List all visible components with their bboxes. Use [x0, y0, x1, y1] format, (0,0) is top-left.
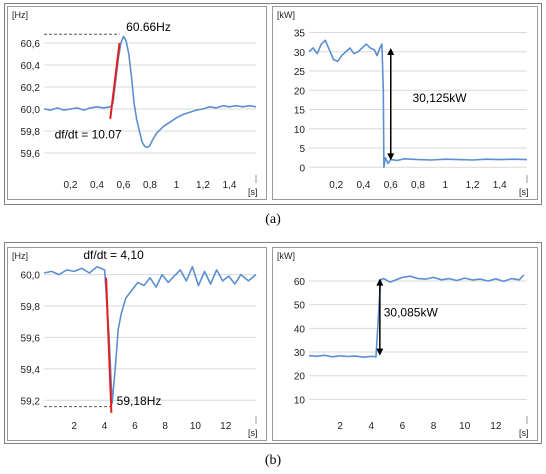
chart-panel-b-freq: 59,2 59,4 59,6 59,8 60,0 2 4 6 8 10 12 [Hz] [s] df/dt… — [7, 247, 267, 441]
y-tick-label: 35 — [294, 29, 306, 40]
y-tick-label: 20 — [294, 86, 306, 97]
x-tick-label: 0,2 — [64, 180, 78, 191]
y-tick-label: 15 — [294, 106, 306, 117]
y-tick-label: 5 — [299, 144, 305, 155]
y-tick-label: 59,8 — [21, 127, 41, 138]
y-tick-label: 59,6 — [21, 149, 41, 160]
y-tick-label: 59,2 — [21, 396, 41, 407]
caption-b: (b) — [264, 453, 282, 468]
y-tick-label: 60,0 — [21, 105, 41, 116]
x-tick-label: 0,4 — [90, 180, 104, 191]
x-tick-label: 0,2 — [329, 180, 343, 191]
y-tick-label: 60,2 — [21, 83, 41, 94]
y-tick-label: 60,0 — [21, 271, 41, 282]
annotation-label: 60.66Hz — [126, 20, 171, 34]
x-tick-label: 0,8 — [411, 180, 425, 191]
y-tick-label: 20 — [294, 372, 306, 383]
x-tick-label: 4 — [102, 421, 108, 432]
x-tick-label: 4 — [369, 421, 375, 432]
x-tick-label: 2 — [72, 421, 78, 432]
series-line — [43, 35, 257, 149]
chart-panel-b-power: 10 20 30 40 50 60 2 4 6 8 10 12 [kW] [s] 30,085kW — [272, 247, 538, 441]
y-tick-label: 10 — [294, 125, 306, 136]
y-tick-label: 59,6 — [21, 333, 41, 344]
x-tick-label: 6 — [400, 421, 406, 432]
delta-power-label: 30,125kW — [413, 91, 468, 105]
y-tick-label: 50 — [294, 301, 306, 312]
x-tick-label: 0,6 — [384, 180, 398, 191]
x-tick-label: 8 — [431, 421, 437, 432]
x-tick-label: 12 — [490, 421, 502, 432]
y-tick-label: 59,8 — [21, 302, 41, 313]
delta-power-label: 30,085kW — [384, 305, 439, 319]
x-tick-label: 1 — [442, 180, 448, 191]
y-tick-label: 60,4 — [21, 61, 41, 72]
x-tick-label: 1,2 — [466, 180, 480, 191]
x-tick-label: 6 — [132, 421, 138, 432]
y-axis-unit: [Hz] — [12, 10, 28, 20]
chart-b-freq: 59,2 59,4 59,6 59,8 60,0 2 4 6 8 10 12 [Hz] [s] df/dt… — [12, 248, 258, 438]
y-tick-label: 60,6 — [21, 39, 41, 50]
caption-a: (a) — [265, 212, 281, 227]
series-line — [43, 265, 257, 405]
arrow-head-top — [387, 47, 395, 55]
arrow-head-bottom — [376, 348, 384, 356]
tangent-line — [109, 42, 121, 120]
x-tick-label: 10 — [459, 421, 471, 432]
y-axis-unit: [Hz] — [12, 251, 28, 261]
x-tick-label: 0,8 — [143, 180, 157, 191]
x-tick-label: 10 — [190, 421, 202, 432]
chart-panel-a-power: 0 5 10 15 20 25 30 35 0,2 0,4 0,6 0,8 1 1,2 1,4 [kW] [s]… — [272, 6, 538, 200]
chart-a-freq: 59,6 59,8 60,0 60,2 60,4 60,6 0,2 0,4 0,6 0,8 1 1,2… — [12, 10, 258, 197]
x-axis-unit: [s] — [248, 187, 258, 197]
y-tick-label: 0 — [299, 163, 305, 174]
x-tick-label: 8 — [162, 421, 168, 432]
x-axis-unit: [s] — [248, 428, 258, 438]
y-tick-label: 30 — [294, 348, 306, 359]
tangent-line — [105, 277, 113, 413]
y-tick-label: 40 — [294, 324, 306, 335]
y-tick-label: 59,4 — [21, 365, 41, 376]
x-tick-label: 0,6 — [117, 180, 131, 191]
y-tick-label: 25 — [294, 67, 306, 78]
y-axis-unit: [kW] — [277, 251, 295, 261]
annotation-label: df/dt = 4,10 — [83, 248, 144, 262]
annotation-label: 59,18Hz — [117, 394, 162, 408]
x-tick-label: 1 — [174, 180, 180, 191]
y-tick-label: 60 — [294, 277, 306, 288]
series-line — [308, 39, 528, 169]
x-tick-label: 0,4 — [357, 180, 371, 191]
series-line — [308, 274, 525, 358]
x-tick-label: 1,4 — [223, 180, 237, 191]
y-tick-label: 30 — [294, 48, 306, 59]
chart-b-power: 10 20 30 40 50 60 2 4 6 8 10 12 [kW] [s] 30,085kW — [277, 251, 529, 438]
annotation-label: df/dt = 10.07 — [55, 128, 122, 142]
x-tick-label: 1,2 — [196, 180, 210, 191]
x-axis-unit: [s] — [519, 187, 529, 197]
x-axis-unit: [s] — [519, 428, 529, 438]
chart-panel-a-freq: 59,6 59,8 60,0 60,2 60,4 60,6 0,2 0,4 0,6 0,8 1 1,2… — [7, 6, 267, 200]
chart-a-power: 0 5 10 15 20 25 30 35 0,2 0,4 0,6 0,8 1 1,2 1,4 [kW] [s]… — [277, 10, 529, 197]
y-tick-label: 10 — [294, 395, 306, 406]
x-tick-label: 2 — [337, 421, 343, 432]
x-tick-label: 1,4 — [493, 180, 507, 191]
arrow-head-top — [376, 278, 384, 286]
arrow-head-bottom — [387, 153, 395, 161]
y-axis-unit: [kW] — [277, 10, 295, 20]
x-tick-label: 12 — [220, 421, 232, 432]
